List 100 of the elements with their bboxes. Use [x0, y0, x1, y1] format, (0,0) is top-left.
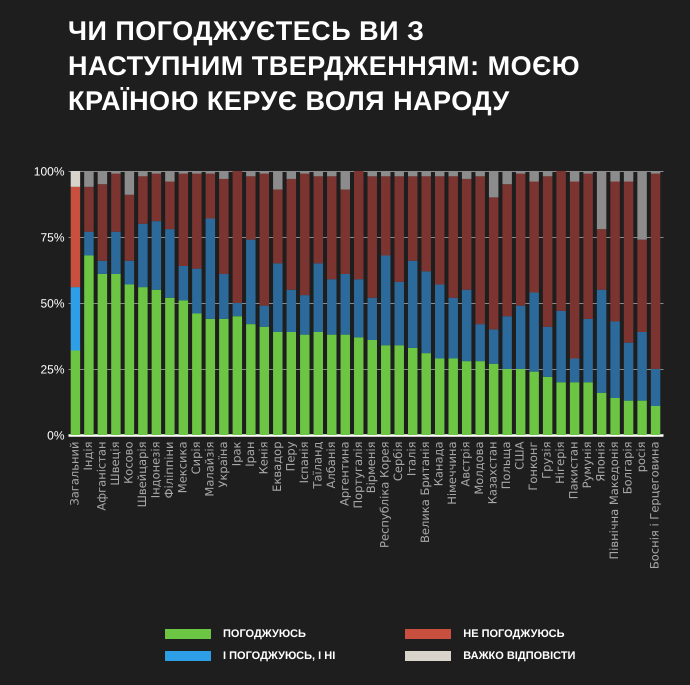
bar	[286, 178, 296, 290]
bar	[70, 287, 80, 351]
x-tick-label: Пакистан	[566, 442, 581, 500]
bar	[434, 284, 444, 358]
bar	[354, 279, 364, 338]
bar	[138, 224, 148, 288]
bar	[152, 290, 162, 435]
x-tick-label: Афганістан	[94, 442, 108, 511]
bar	[124, 260, 134, 285]
bar	[542, 326, 552, 377]
x-tick-label: Гонконг	[526, 442, 540, 491]
bar	[650, 174, 660, 369]
bar	[542, 376, 552, 435]
bar	[165, 229, 175, 298]
bar	[124, 194, 134, 261]
bar	[475, 361, 485, 435]
bar	[165, 298, 175, 435]
bar	[111, 174, 121, 232]
x-tick-label: США	[512, 441, 527, 470]
bar	[206, 174, 216, 219]
bar	[260, 326, 270, 435]
x-tick-label: Канада	[432, 442, 446, 486]
bar	[340, 274, 350, 335]
bar	[273, 332, 283, 435]
x-tick-label: Німеччина	[445, 442, 460, 505]
x-tick-label: Румунія	[580, 442, 594, 488]
bar	[273, 189, 283, 264]
x-tick-label: Польща	[499, 442, 514, 490]
bar	[529, 292, 539, 372]
bar	[219, 178, 229, 274]
legend-label: І ПОГОДЖУЮСЬ, І НІ	[223, 650, 336, 662]
bar	[448, 176, 458, 298]
bar	[219, 318, 229, 435]
x-tick-label: Косово	[121, 442, 136, 484]
bar	[300, 295, 310, 335]
bar	[84, 186, 94, 232]
bar	[542, 176, 552, 327]
y-tick-label: 0%	[47, 428, 65, 442]
bar	[354, 171, 364, 280]
chart-title: ЧИ ПОГОДЖУЄТЕСЬ ВИ З НАСТУПНИМ ТВЕРДЖЕННЯМ: МОЄЮ КРАЇНОЮ КЕРУЄ ВОЛЯ НАРОДУ	[68, 15, 582, 118]
x-tick-label: Албанія	[324, 442, 338, 488]
x-tick-label: Вірменія	[364, 442, 378, 494]
bar	[381, 255, 390, 346]
bar	[434, 358, 444, 435]
legend-label: НЕ ПОГОДЖУЮСЬ	[463, 628, 564, 640]
bar	[624, 182, 634, 343]
bar	[219, 274, 229, 319]
bar	[570, 358, 580, 382]
bar	[516, 369, 526, 435]
bar	[192, 268, 202, 314]
bar	[448, 298, 458, 358]
y-tick-label: 25%	[40, 362, 65, 376]
x-tick-label: Таїланд	[310, 441, 324, 490]
bar	[138, 287, 148, 435]
x-tick-label: Австрія	[458, 442, 473, 487]
bar	[232, 303, 242, 316]
bar	[286, 332, 296, 435]
bar	[596, 229, 606, 290]
bar	[300, 174, 310, 296]
bar	[462, 290, 472, 362]
bar	[394, 282, 404, 346]
bar	[232, 316, 242, 435]
bar	[165, 182, 175, 230]
bar	[314, 176, 323, 264]
bar	[152, 174, 162, 222]
bar	[475, 176, 485, 324]
bar	[111, 274, 121, 435]
x-tick-label: Ірак	[229, 441, 244, 466]
bar	[70, 171, 80, 187]
bar	[421, 353, 431, 435]
bar	[178, 174, 188, 266]
x-tick-label: Велика Британія	[418, 442, 432, 543]
y-tick-label: 100%	[34, 164, 65, 178]
bar	[462, 361, 472, 435]
bar	[192, 314, 202, 435]
bar	[434, 176, 444, 285]
bar	[408, 176, 418, 261]
bar	[192, 174, 202, 269]
bar	[327, 334, 336, 435]
bar	[206, 218, 216, 319]
bar	[273, 263, 283, 332]
bar	[232, 171, 242, 303]
bar	[314, 263, 323, 332]
bar	[314, 332, 323, 435]
bar	[596, 392, 606, 435]
bar	[340, 189, 350, 274]
x-tick-label: Малайзія	[202, 442, 216, 497]
bar	[206, 318, 216, 435]
x-tick-label: Сербія	[391, 442, 406, 482]
x-tick-label: росія	[634, 442, 648, 472]
bar	[529, 372, 539, 435]
legend-label: ВАЖКО ВІДПОВІСТИ	[463, 650, 576, 662]
bar	[624, 342, 634, 401]
bar	[394, 345, 404, 435]
bar	[583, 174, 593, 319]
x-tick-label: Еквадор	[270, 442, 284, 492]
bar	[286, 290, 296, 332]
x-tick-label: Грузія	[540, 442, 554, 479]
x-tick-label: Індонезія	[148, 442, 162, 498]
bar	[556, 310, 566, 382]
